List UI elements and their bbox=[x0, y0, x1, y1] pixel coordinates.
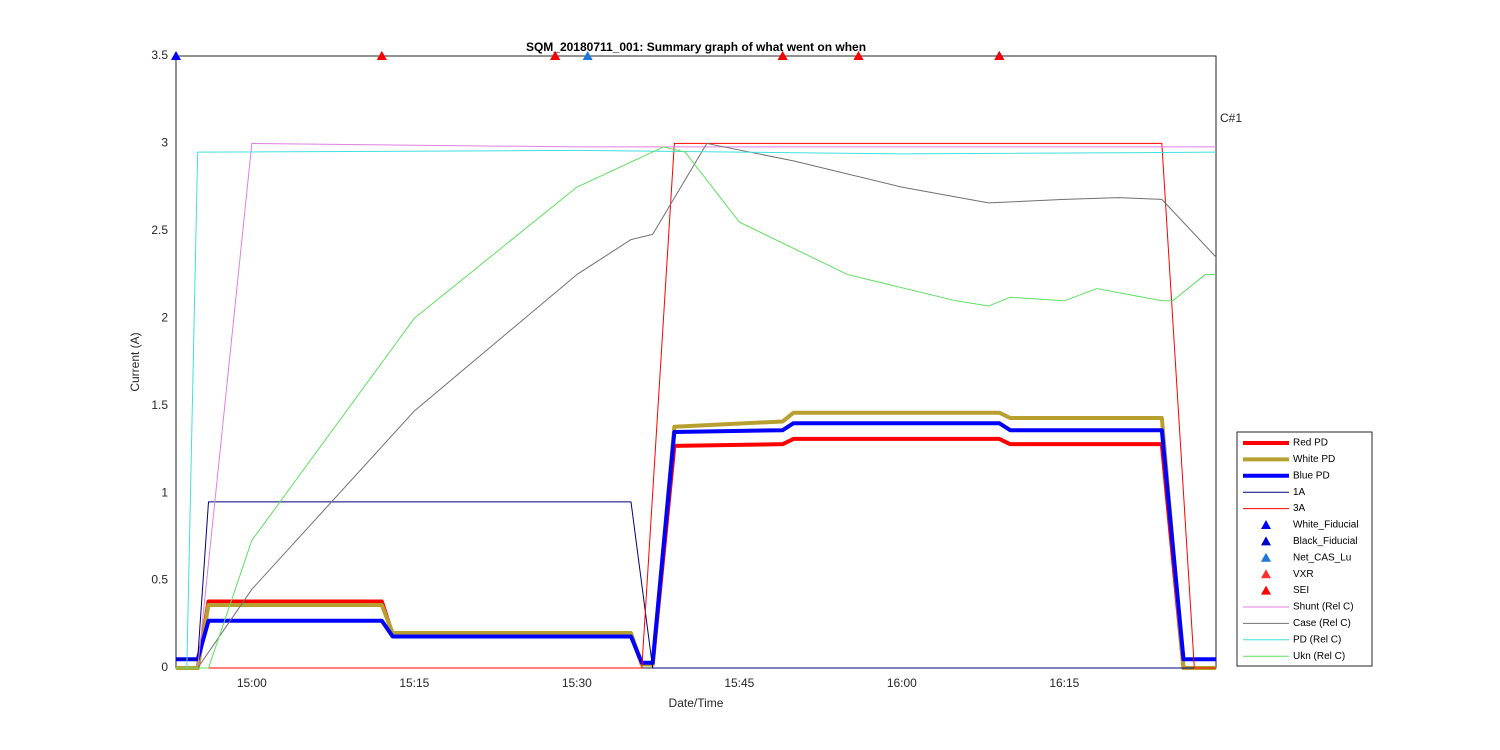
marker bbox=[777, 51, 788, 60]
legend-label: White_Fiducial bbox=[1293, 520, 1359, 531]
series-line bbox=[176, 146, 1216, 669]
legend-label: Net_CAS_Lu bbox=[1293, 552, 1351, 563]
legend-marker bbox=[1261, 585, 1271, 595]
series-line bbox=[176, 142, 1217, 669]
marker bbox=[376, 51, 387, 60]
legend-label: Black_Fiducial bbox=[1293, 536, 1357, 547]
legend-label: Case (Rel C) bbox=[1293, 618, 1351, 629]
x-tick-label: 15:45 bbox=[724, 676, 754, 690]
series-line bbox=[176, 142, 1216, 669]
y-axis-label: Current (A) bbox=[128, 332, 142, 391]
series-line bbox=[176, 501, 1216, 669]
legend-label: Ukn (Rel C) bbox=[1293, 651, 1345, 662]
y-tick-label: 0 bbox=[161, 660, 168, 674]
legend-label: VXR bbox=[1293, 569, 1314, 580]
marker bbox=[994, 51, 1005, 60]
legend-label: Red PD bbox=[1293, 438, 1328, 449]
legend-label: SEI bbox=[1293, 585, 1309, 596]
y-tick-label: 3.5 bbox=[151, 48, 168, 62]
legend-marker bbox=[1261, 536, 1271, 546]
legend-marker bbox=[1261, 552, 1271, 562]
legend-label: 3A bbox=[1293, 503, 1306, 514]
y-tick-label: 3 bbox=[161, 136, 168, 150]
legend-marker bbox=[1261, 520, 1271, 529]
marker bbox=[582, 51, 593, 60]
y-tick-label: 0.5 bbox=[151, 573, 168, 587]
x-tick-label: 15:00 bbox=[237, 676, 267, 690]
y-tick-label: 2.5 bbox=[151, 223, 168, 237]
x-axis-label: Date/Time bbox=[669, 696, 724, 710]
marker bbox=[171, 51, 181, 60]
chart-title: SQM_20180711_001: Summary graph of what … bbox=[526, 40, 866, 54]
legend-label: PD (Rel C) bbox=[1293, 634, 1341, 645]
annotation: C#1 bbox=[1220, 111, 1242, 125]
marker bbox=[550, 51, 561, 60]
legend-label: Blue PD bbox=[1293, 470, 1330, 481]
x-tick-label: 15:15 bbox=[399, 676, 429, 690]
marker bbox=[853, 51, 864, 60]
x-tick-label: 16:15 bbox=[1049, 676, 1079, 690]
x-tick-label: 16:00 bbox=[887, 676, 917, 690]
y-tick-label: 1.5 bbox=[151, 398, 168, 412]
y-tick-label: 1 bbox=[161, 485, 168, 499]
x-tick-label: 15:30 bbox=[562, 676, 592, 690]
y-tick-label: 2 bbox=[161, 310, 168, 324]
legend-label: Shunt (Rel C) bbox=[1293, 602, 1354, 613]
legend-label: White PD bbox=[1293, 454, 1335, 465]
plot-area bbox=[175, 55, 1217, 669]
legend-marker bbox=[1261, 569, 1271, 579]
legend bbox=[1236, 431, 1373, 667]
legend-label: 1A bbox=[1293, 487, 1306, 498]
series-line bbox=[176, 421, 1216, 665]
